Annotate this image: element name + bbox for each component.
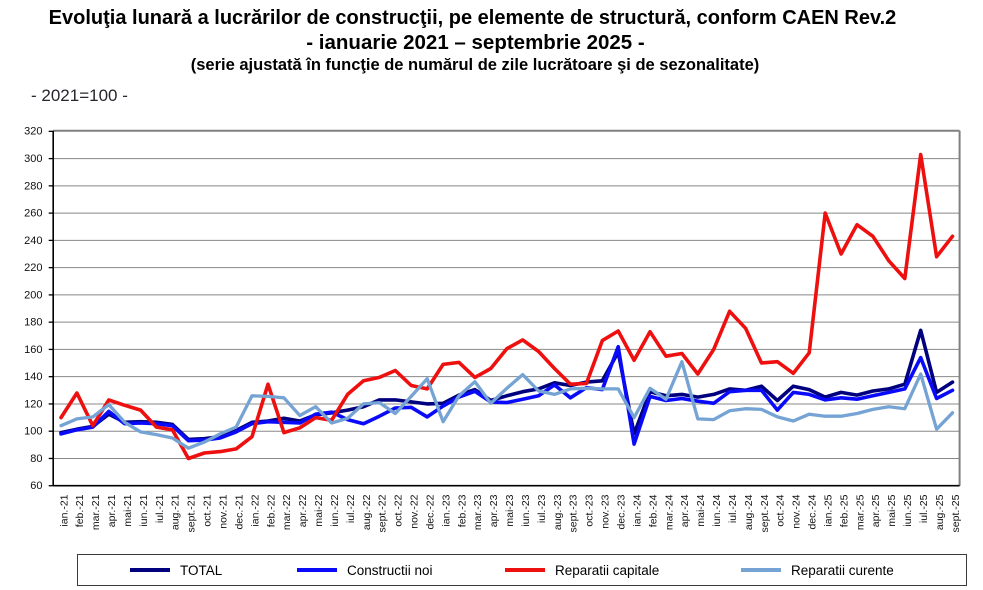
svg-text:aug.-21: aug.-21 — [170, 494, 182, 530]
svg-text:iul.-25: iul.-25 — [918, 494, 930, 523]
svg-text:mar.-22: mar.-22 — [281, 494, 293, 530]
svg-text:mar.-23: mar.-23 — [472, 494, 484, 530]
svg-text:aug.-24: aug.-24 — [743, 494, 755, 530]
svg-text:iul.-22: iul.-22 — [345, 494, 357, 523]
svg-text:nov.-23: nov.-23 — [600, 494, 612, 528]
svg-text:iun.-24: iun.-24 — [711, 494, 723, 526]
svg-text:mar.-24: mar.-24 — [663, 494, 675, 530]
svg-text:160: 160 — [24, 344, 42, 356]
svg-text:220: 220 — [24, 262, 42, 274]
svg-text:apr.-22: apr.-22 — [297, 494, 309, 527]
svg-text:apr.-24: apr.-24 — [679, 494, 691, 527]
svg-text:nov.-24: nov.-24 — [791, 494, 803, 528]
svg-text:240: 240 — [24, 235, 42, 247]
svg-text:feb.-24: feb.-24 — [647, 494, 659, 527]
svg-text:apr.-25: apr.-25 — [870, 494, 882, 527]
svg-text:oct.-21: oct.-21 — [202, 494, 214, 526]
svg-text:iul.-21: iul.-21 — [154, 494, 166, 523]
svg-text:feb.-22: feb.-22 — [265, 494, 277, 527]
svg-text:nov.-22: nov.-22 — [408, 494, 420, 528]
svg-text:apr.-23: apr.-23 — [488, 494, 500, 527]
svg-text:80: 80 — [30, 453, 42, 465]
svg-text:60: 60 — [30, 480, 42, 492]
svg-text:mai-22: mai-22 — [313, 494, 325, 526]
svg-text:feb.-25: feb.-25 — [838, 494, 850, 527]
svg-text:oct.-23: oct.-23 — [584, 494, 596, 526]
svg-text:mar.-21: mar.-21 — [90, 494, 102, 530]
svg-text:mai-25: mai-25 — [886, 494, 898, 526]
svg-text:aug.-23: aug.-23 — [552, 494, 564, 530]
svg-text:aug.-22: aug.-22 — [361, 494, 373, 530]
svg-text:oct.-22: oct.-22 — [393, 494, 405, 526]
svg-text:sept.-25: sept.-25 — [950, 494, 962, 532]
svg-text:iun.-25: iun.-25 — [902, 494, 914, 526]
svg-text:260: 260 — [24, 208, 42, 220]
svg-text:320: 320 — [24, 126, 42, 138]
svg-text:100: 100 — [24, 426, 42, 438]
svg-text:ian.-24: ian.-24 — [631, 494, 643, 526]
svg-text:nov.-21: nov.-21 — [217, 494, 229, 528]
svg-text:feb.-23: feb.-23 — [456, 494, 468, 527]
svg-text:140: 140 — [24, 371, 42, 383]
svg-text:280: 280 — [24, 180, 42, 192]
svg-text:200: 200 — [24, 289, 42, 301]
svg-text:mai-21: mai-21 — [122, 494, 134, 526]
svg-text:dec.-23: dec.-23 — [615, 494, 627, 529]
svg-text:iun.-22: iun.-22 — [329, 494, 341, 526]
svg-text:iun.-21: iun.-21 — [138, 494, 150, 526]
svg-text:aug.-25: aug.-25 — [934, 494, 946, 530]
svg-text:apr.-21: apr.-21 — [106, 494, 118, 527]
svg-text:mar.-25: mar.-25 — [854, 494, 866, 530]
svg-text:oct.-24: oct.-24 — [775, 494, 787, 526]
svg-text:feb.-21: feb.-21 — [74, 494, 86, 527]
svg-text:iun.-23: iun.-23 — [520, 494, 532, 526]
svg-text:sept.-21: sept.-21 — [186, 494, 198, 532]
svg-text:120: 120 — [24, 398, 42, 410]
svg-text:ian.-23: ian.-23 — [440, 494, 452, 526]
svg-text:ian.-22: ian.-22 — [249, 494, 261, 526]
svg-text:sept.-23: sept.-23 — [568, 494, 580, 532]
svg-text:180: 180 — [24, 317, 42, 329]
svg-text:mai-23: mai-23 — [504, 494, 516, 526]
svg-text:dec.-21: dec.-21 — [233, 494, 245, 529]
svg-text:300: 300 — [24, 153, 42, 165]
svg-text:mai-24: mai-24 — [695, 494, 707, 526]
svg-text:dec.-22: dec.-22 — [424, 494, 436, 529]
svg-text:sept.-22: sept.-22 — [377, 494, 389, 532]
svg-text:iul.-23: iul.-23 — [536, 494, 548, 523]
svg-text:iul.-24: iul.-24 — [727, 494, 739, 523]
svg-text:ian.-21: ian.-21 — [58, 494, 70, 526]
svg-text:dec.-24: dec.-24 — [806, 494, 818, 529]
svg-text:sept.-24: sept.-24 — [759, 494, 771, 532]
svg-text:ian.-25: ian.-25 — [822, 494, 834, 526]
